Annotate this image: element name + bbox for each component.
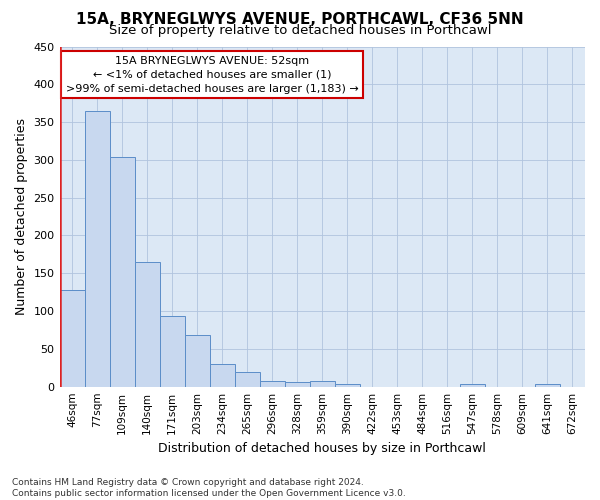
Text: Contains HM Land Registry data © Crown copyright and database right 2024.
Contai: Contains HM Land Registry data © Crown c… [12,478,406,498]
Bar [85,111,110,386]
Bar [235,372,260,386]
Bar [185,336,209,386]
Y-axis label: Number of detached properties: Number of detached properties [15,118,28,315]
Text: 15A, BRYNEGLWYS AVENUE, PORTHCAWL, CF36 5NN: 15A, BRYNEGLWYS AVENUE, PORTHCAWL, CF36 … [76,12,524,28]
Bar [209,364,235,386]
Bar [285,382,310,386]
Text: Size of property relative to detached houses in Porthcawl: Size of property relative to detached ho… [109,24,491,37]
X-axis label: Distribution of detached houses by size in Porthcawl: Distribution of detached houses by size … [158,442,486,455]
Bar [134,262,160,386]
Bar [460,384,485,386]
Bar [335,384,360,386]
Bar [310,380,335,386]
Bar [160,316,185,386]
Bar [110,157,134,386]
Bar [535,384,560,386]
Bar [59,290,85,386]
Text: 15A BRYNEGLWYS AVENUE: 52sqm
← <1% of detached houses are smaller (1)
>99% of se: 15A BRYNEGLWYS AVENUE: 52sqm ← <1% of de… [65,56,358,94]
Bar [260,380,285,386]
